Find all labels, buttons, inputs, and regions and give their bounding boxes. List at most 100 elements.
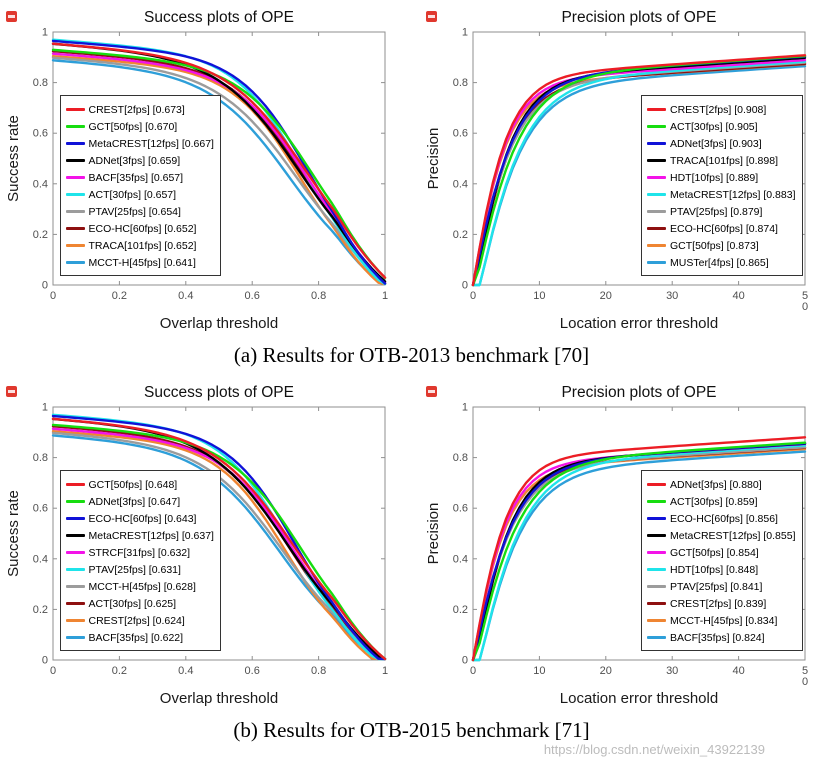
legend-item: CREST[2fps] [0.839] <box>647 595 795 612</box>
legend-item: ADNet[3fps] [0.659] <box>65 152 214 169</box>
x-tick-label: 0 <box>469 665 475 677</box>
x-tick-label: 0.6 <box>244 290 259 302</box>
otb2013-success-plot: Success plots of OPE 0 0.2 0.4 0.6 0.8 1 0 0.2 0.… <box>5 5 398 335</box>
x-tick-label: 10 <box>533 665 545 677</box>
x-axis-label: Overlap threshold <box>159 315 277 332</box>
series-curve-bacf <box>51 52 386 284</box>
legend-item: MCCT-H[45fps] [0.628] <box>65 578 214 595</box>
legend-label: CREST[2fps] [0.673] <box>88 103 185 116</box>
legend-item: PTAV[25fps] [0.654] <box>65 203 214 220</box>
legend-item: PTAV[25fps] [0.841] <box>647 578 795 595</box>
legend-label: BACF[35fps] [0.657] <box>88 171 184 184</box>
legend-label: MetaCREST[12fps] [0.667] <box>88 137 214 150</box>
series-curve-crest <box>51 42 386 279</box>
x-tick-label: 0.4 <box>178 290 193 302</box>
x-tick-label: 0.2 <box>111 290 126 302</box>
red-stamp-icon <box>5 11 17 22</box>
legend-item: STRCF[31fps] [0.632] <box>65 544 214 561</box>
y-tick-label: 0.6 <box>452 128 467 140</box>
x-tick-label: 0.8 <box>310 665 325 677</box>
legend-label: CREST[2fps] [0.908] <box>670 103 767 116</box>
legend-label: MCCT-H[45fps] [0.641] <box>88 256 196 269</box>
legend-label: STRCF[31fps] [0.632] <box>88 546 191 559</box>
legend-line-swatch <box>65 517 85 520</box>
legend-label: HDT[10fps] [0.848] <box>670 563 759 576</box>
y-tick-label: 0.8 <box>32 452 47 464</box>
x-tick-label: 0.2 <box>111 665 126 677</box>
legend-label: ADNet[3fps] [0.903] <box>670 137 762 150</box>
series-curve-metacrest <box>471 60 806 287</box>
legend-line-swatch <box>647 602 667 605</box>
legend-label: MUSTer[4fps] [0.865] <box>670 256 769 269</box>
legend-label: MCCT-H[45fps] [0.628] <box>88 580 196 593</box>
y-tick-label: 0.8 <box>32 77 47 89</box>
legend-item: MCCT-H[45fps] [0.834] <box>647 612 795 629</box>
y-tick-label: 0.4 <box>452 178 467 190</box>
x-tick-label: 30 <box>666 665 678 677</box>
legend-label: PTAV[25fps] [0.841] <box>670 580 763 593</box>
x-axis-label: Location error threshold <box>559 315 717 332</box>
legend-line-swatch <box>647 125 667 128</box>
series-curve-eco-hc <box>51 414 386 661</box>
legend-item: CREST[2fps] [0.908] <box>647 101 795 118</box>
legend-line-swatch <box>647 568 667 571</box>
legend-item: ACT[30fps] [0.905] <box>647 118 795 135</box>
series-curve-crest <box>471 54 806 287</box>
x-tick-label: 40 <box>732 290 744 302</box>
legend-label: ACT[30fps] [0.625] <box>88 597 177 610</box>
legend-line-swatch <box>65 159 85 162</box>
x-tick-label: 0.6 <box>244 665 259 677</box>
plot-canvas: Precision plots of OPE 0 10 20 30 40 5 0 0 0.2 0.4… <box>426 384 808 707</box>
legend-item: ACT[30fps] [0.859] <box>647 493 795 510</box>
legend-item: GCT[50fps] [0.648] <box>65 476 214 493</box>
x-tick-label: 0 <box>469 290 475 302</box>
legend-line-swatch <box>647 636 667 639</box>
series-curve-adnet <box>51 423 386 661</box>
legend-line-swatch <box>647 534 667 537</box>
y-axis-label: Success rate <box>6 115 22 202</box>
y-tick-label: 0.6 <box>32 128 47 140</box>
x-axis-label: Overlap threshold <box>159 690 277 707</box>
y-tick-label: 1 <box>41 27 47 39</box>
x-tick-label: 10 <box>533 290 545 302</box>
caption-otb2015: (b) Results for OTB-2015 benchmark [71] <box>233 718 590 742</box>
legend-label: ECO-HC[60fps] [0.856] <box>670 512 778 525</box>
legend-item: ACT[30fps] [0.657] <box>65 186 214 203</box>
red-stamp-icon <box>5 386 17 397</box>
legend-line-swatch <box>647 210 667 213</box>
curves-group <box>471 436 806 662</box>
legend-item: BACF[35fps] [0.622] <box>65 629 214 646</box>
legend-item: MCCT-H[45fps] [0.641] <box>65 254 214 271</box>
y-tick-label: 1 <box>461 402 467 414</box>
axes-box <box>472 31 805 286</box>
legend-label: ACT[30fps] [0.859] <box>670 495 758 508</box>
legend-line-swatch <box>65 210 85 213</box>
legend-line-swatch <box>65 108 85 111</box>
legend-item: ADNet[3fps] [0.880] <box>647 476 795 493</box>
legend-label: HDT[10fps] [0.889] <box>670 171 759 184</box>
curves-group <box>51 413 386 661</box>
x-tick-label: 0 <box>49 665 55 677</box>
otb2013-precision-plot: Precision plots of OPE 0 10 20 30 40 5 0 0 0.2 0.4… <box>425 5 818 335</box>
legend-label: GCT[50fps] [0.670] <box>88 120 178 133</box>
legend-item: ADNet[3fps] [0.647] <box>65 493 214 510</box>
series-curve-bacf <box>471 450 806 662</box>
y-tick-label: 0 <box>41 655 47 667</box>
legend-item: ACT[30fps] [0.625] <box>65 595 214 612</box>
red-stamp-icon <box>425 11 437 22</box>
y-tick-label: 0.6 <box>452 503 467 515</box>
legend-item: TRACA[101fps] [0.652] <box>65 237 214 254</box>
legend-item: GCT[50fps] [0.670] <box>65 118 214 135</box>
legend-item: GCT[50fps] [0.873] <box>647 237 795 254</box>
legend-line-swatch <box>647 261 667 264</box>
legend-item: ECO-HC[60fps] [0.652] <box>65 220 214 237</box>
legend-line-swatch <box>647 517 667 520</box>
series-curve-gct <box>51 417 386 661</box>
y-tick-label: 0.2 <box>32 229 47 241</box>
legend-label: MetaCREST[12fps] [0.855] <box>670 529 796 542</box>
legend-item: MetaCREST[12fps] [0.883] <box>647 186 796 203</box>
legend-item: ADNet[3fps] [0.903] <box>647 135 795 152</box>
